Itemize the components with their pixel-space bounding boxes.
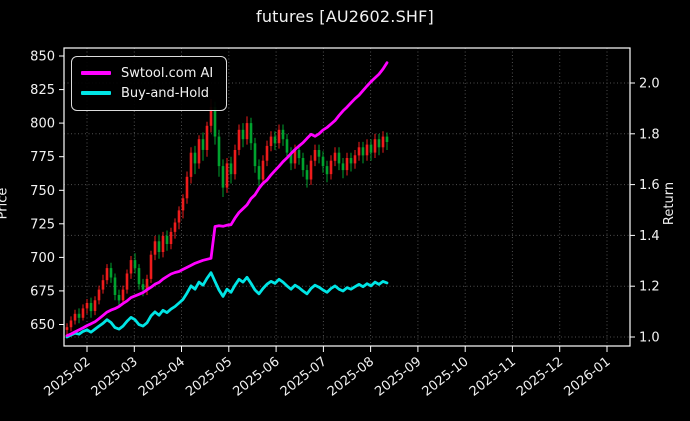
x-tick-label: 2025-02 (41, 354, 93, 399)
x-tick-label: 2025-07 (278, 354, 330, 399)
return-tick-label: 1.2 (639, 280, 660, 295)
legend-label-ai: Swtool.com AI (121, 65, 214, 81)
price-axis (59, 55, 64, 325)
legend: Swtool.com AI Buy-and-Hold (71, 56, 228, 111)
return-axis-labels: 1.0 1.2 1.4 1.6 1.8 2.0 (639, 77, 660, 346)
return-axis (630, 82, 635, 338)
price-tick-label: 775 (30, 150, 55, 165)
x-tick-label: 2025-08 (325, 354, 377, 399)
x-tick-label: 2025-04 (136, 354, 188, 399)
x-tick-label: 2025-10 (420, 354, 472, 399)
buyhold-line (65, 271, 389, 339)
price-tick-label: 800 (30, 117, 55, 132)
price-tick-label: 675 (30, 284, 55, 299)
ai-line (65, 61, 389, 338)
candlesticks (65, 99, 389, 336)
x-tick-label: 2026-01 (561, 354, 613, 399)
price-tick-label: 700 (30, 251, 55, 266)
price-tick-label: 825 (30, 83, 55, 98)
chart-title: futures [AU2602.SHF] (255, 7, 434, 26)
return-tick-label: 2.0 (639, 77, 660, 92)
x-tick-label: 2025-06 (231, 354, 283, 399)
left-axis-label: Price (0, 187, 11, 220)
x-tick-label: 2025-09 (372, 354, 424, 399)
x-tick-label: 2025-11 (467, 354, 519, 399)
x-tick-label: 2025-05 (183, 354, 235, 399)
price-tick-label: 850 (30, 50, 55, 65)
price-axis-labels: 650 675 700 725 750 775 800 825 850 (30, 50, 55, 334)
x-tick-label: 2025-03 (89, 354, 141, 399)
return-tick-label: 1.0 (639, 331, 660, 346)
x-axis-labels: 2025-022025-032025-042025-052025-062025-… (41, 354, 613, 399)
price-tick-label: 650 (30, 318, 55, 333)
ai-line-swatch (81, 71, 111, 75)
x-tick-label: 2025-12 (514, 354, 566, 399)
right-axis-label: Return (662, 181, 678, 226)
price-tick-label: 725 (30, 217, 55, 232)
return-tick-label: 1.4 (639, 229, 660, 244)
legend-item-ai: Swtool.com AI (81, 63, 213, 83)
legend-label-buyhold: Buy-and-Hold (121, 85, 210, 101)
legend-item-buyhold: Buy-and-Hold (81, 83, 213, 103)
plot-border (63, 47, 631, 347)
return-tick-label: 1.6 (639, 178, 660, 193)
return-tick-label: 1.8 (639, 127, 660, 142)
buyhold-line-swatch (81, 91, 111, 95)
price-tick-label: 750 (30, 184, 55, 199)
x-axis (86, 346, 608, 352)
